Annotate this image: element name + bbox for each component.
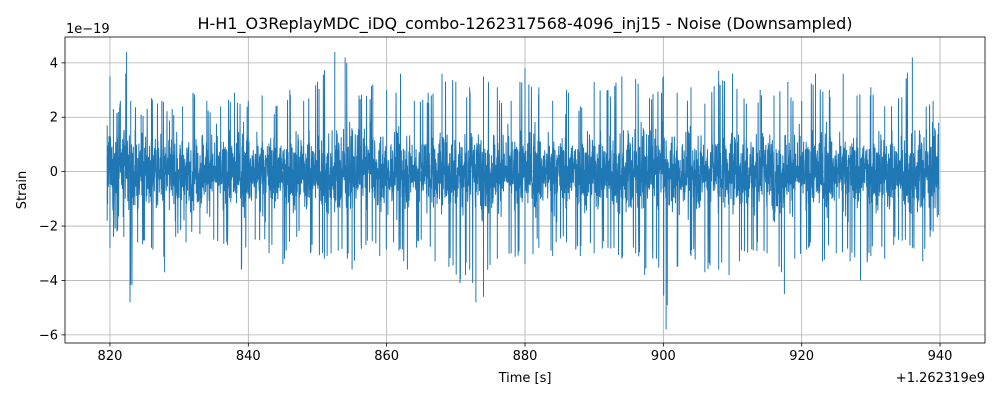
x-tick-label: 840 xyxy=(236,349,261,364)
x-tick-label: 820 xyxy=(98,349,123,364)
x-tick-label: 860 xyxy=(374,349,399,364)
y-axis-scale-label: 1e−19 xyxy=(66,22,110,37)
y-tick-label: −6 xyxy=(39,328,58,343)
y-tick-label: −4 xyxy=(39,274,58,289)
x-axis-label: Time [s] xyxy=(498,371,552,386)
noise-series-line xyxy=(106,63,940,306)
x-tick-label: 920 xyxy=(789,349,814,364)
y-tick-label: 0 xyxy=(50,165,58,180)
y-tick-label: −2 xyxy=(39,220,58,235)
x-tick-label: 900 xyxy=(651,349,676,364)
y-axis-label: Strain xyxy=(15,171,30,210)
ticks: 820 840 860 880 900 920 940 −6 −4 −2 0 2 4 xyxy=(39,56,953,364)
plot-area xyxy=(106,51,940,330)
chart-title: H-H1_O3ReplayMDC_iDQ_combo-1262317568-40… xyxy=(198,14,853,34)
x-axis-offset-label: +1.262319e9 xyxy=(896,371,985,386)
x-tick-label: 880 xyxy=(513,349,538,364)
x-tick-label: 940 xyxy=(928,349,953,364)
y-tick-label: 2 xyxy=(50,111,58,126)
y-tick-label: 4 xyxy=(50,56,58,71)
